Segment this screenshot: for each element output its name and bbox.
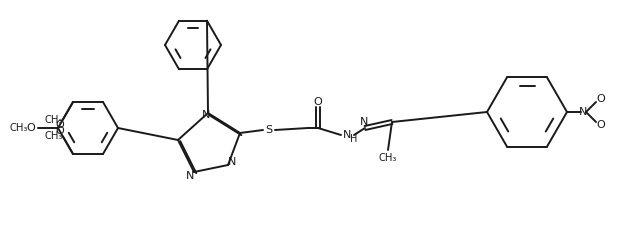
- Text: CH₃: CH₃: [379, 153, 397, 163]
- Text: O: O: [55, 125, 64, 136]
- Text: CH₃: CH₃: [45, 115, 62, 125]
- Text: S: S: [266, 125, 273, 135]
- Text: O: O: [597, 120, 605, 130]
- Text: N: N: [579, 107, 587, 117]
- Text: O: O: [27, 123, 36, 133]
- Text: O: O: [597, 94, 605, 104]
- Text: H: H: [350, 134, 358, 144]
- Text: N: N: [202, 110, 210, 120]
- Text: N: N: [360, 117, 368, 127]
- Text: CH₃: CH₃: [10, 123, 28, 133]
- Text: N: N: [343, 130, 351, 140]
- Text: O: O: [313, 97, 322, 107]
- Text: N: N: [228, 157, 236, 167]
- Text: N: N: [186, 171, 194, 181]
- Text: CH₃: CH₃: [45, 131, 62, 141]
- Text: O: O: [55, 121, 64, 130]
